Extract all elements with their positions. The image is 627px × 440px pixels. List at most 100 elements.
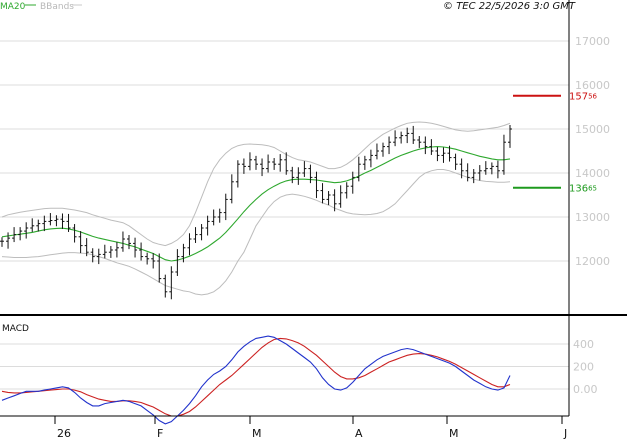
price-bar <box>296 167 301 185</box>
price-bar <box>254 155 258 170</box>
price-bar <box>84 238 89 257</box>
price-bar <box>36 219 41 232</box>
price-bar <box>6 232 11 249</box>
price-bar <box>235 160 240 188</box>
price-bar <box>477 165 482 181</box>
price-bar <box>72 224 77 243</box>
macd-title: MACD <box>2 324 29 334</box>
price-bar <box>429 139 434 155</box>
macd-signal-line <box>1 337 511 417</box>
price-bar <box>78 231 83 254</box>
x-tick-label: 26 <box>57 427 71 440</box>
price-levels: 15756 13665 <box>513 92 598 195</box>
price-bar <box>350 171 355 194</box>
price-bar <box>465 163 470 182</box>
price-bar <box>381 142 385 157</box>
bband-upper-line <box>1 121 511 247</box>
price-bar <box>96 248 101 265</box>
price-bar <box>24 222 29 239</box>
price-bar <box>60 213 65 229</box>
price-bar <box>108 246 113 258</box>
x-tick-label: M <box>449 427 459 440</box>
price-bar <box>0 237 4 247</box>
price-bar <box>211 209 216 226</box>
macd-line <box>1 335 511 425</box>
price-bar <box>163 274 168 298</box>
price-tick-label: 13000 <box>575 211 610 224</box>
price-bar <box>393 130 398 147</box>
price-bar <box>139 242 144 261</box>
price-bar <box>181 243 186 263</box>
price-bar <box>272 158 277 170</box>
price-bar <box>260 158 265 177</box>
price-bar <box>459 158 464 179</box>
price-bar <box>508 125 512 148</box>
price-bar <box>120 231 125 252</box>
price-bar <box>374 143 379 160</box>
ma20-legend-label: MA20 <box>0 2 26 12</box>
price-bar <box>266 154 271 173</box>
price-bar <box>423 136 428 155</box>
price-tick-label: 17000 <box>575 35 610 48</box>
price-bar <box>338 185 343 208</box>
price-tick-label: 16000 <box>575 79 610 92</box>
price-bar <box>241 158 246 174</box>
price-bar <box>453 153 458 170</box>
support-level-label: 13665 <box>569 184 597 195</box>
price-bar <box>362 155 367 170</box>
price-bar <box>326 191 331 206</box>
price-bar <box>90 248 95 263</box>
price-bar <box>278 154 283 172</box>
price-bar <box>54 215 59 227</box>
price-bar <box>284 152 289 175</box>
price-bar <box>223 193 228 221</box>
price-bar <box>199 224 204 241</box>
price-bar <box>411 125 416 144</box>
copyright-text: © TEC 22/5/2026 3:0 GMT <box>443 1 576 12</box>
x-tick-label: F <box>157 427 163 440</box>
macd-grid <box>0 343 569 390</box>
axes <box>0 0 627 417</box>
price-bar <box>501 134 506 175</box>
price-bar <box>483 161 488 175</box>
price-bar <box>387 136 392 155</box>
price-bar <box>399 131 404 144</box>
price-bar <box>30 218 35 232</box>
price-bar <box>151 253 156 269</box>
price-bar <box>145 252 150 265</box>
price-bar <box>344 182 349 199</box>
macd-tick-label: 200 <box>573 361 594 374</box>
bollinger-bands <box>1 121 511 296</box>
price-bar <box>102 244 107 259</box>
price-bar <box>42 215 47 232</box>
price-bar <box>495 160 500 179</box>
price-bar <box>18 227 23 241</box>
price-bar <box>489 162 494 175</box>
price-bar <box>308 164 313 184</box>
price-bar <box>247 152 252 171</box>
price-tick-label: 12000 <box>575 255 610 268</box>
price-bar <box>169 266 174 300</box>
price-bar <box>417 136 422 148</box>
price-bar <box>205 215 210 236</box>
price-grid <box>0 40 569 262</box>
price-bar <box>368 149 373 168</box>
price-bar <box>447 145 452 162</box>
price-bar <box>471 169 476 184</box>
price-bar <box>314 171 319 199</box>
bband-lower-line <box>1 169 511 296</box>
x-tick-label: A <box>355 427 363 440</box>
price-bars <box>0 125 512 300</box>
price-bar <box>320 183 325 204</box>
x-tick-label: J <box>563 427 567 440</box>
price-bar <box>12 227 17 243</box>
price-bar <box>193 227 198 243</box>
price-bar <box>332 189 337 212</box>
price-bar <box>133 237 138 258</box>
bbands-legend-label: BBands <box>40 2 74 12</box>
price-bar <box>187 233 192 256</box>
price-bar <box>229 174 234 204</box>
resistance-level-label: 15756 <box>569 92 598 103</box>
price-bar <box>441 147 446 163</box>
